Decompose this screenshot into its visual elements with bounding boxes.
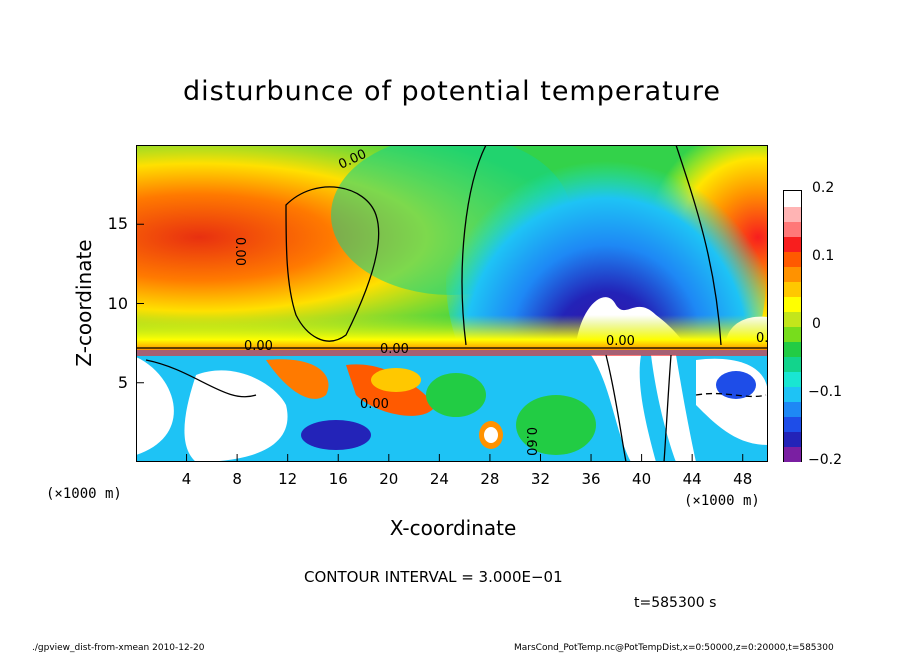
colorbar-segment <box>784 281 801 297</box>
colorbar-segment <box>784 341 801 357</box>
x-tick-label: 44 <box>682 470 702 488</box>
colorbar-segment <box>784 236 801 252</box>
x-tick-label: 48 <box>733 470 753 488</box>
y-tick-label: 15 <box>107 214 128 234</box>
colorbar-segment <box>784 371 801 387</box>
time-label: t=585300 s <box>634 595 717 611</box>
x-tick-label: 40 <box>632 470 652 488</box>
colorbar-segment <box>784 296 801 312</box>
x-tick-label: 36 <box>581 470 601 488</box>
x-tick-label: 24 <box>429 470 449 488</box>
colorbar-segment <box>784 401 801 417</box>
contour-lines <box>136 145 768 462</box>
y-axis-label: Z-coordinate <box>72 239 96 367</box>
colorbar-segment <box>784 386 801 402</box>
colorbar-segment <box>784 221 801 237</box>
plot-area: 0.000.000.000.000.000.000.000.000.60 <box>136 145 768 462</box>
colorbar-segment <box>784 431 801 447</box>
lower-field <box>136 350 768 462</box>
x-axis-label: X-coordinate <box>389 516 517 540</box>
x-tick-label: 12 <box>278 470 298 488</box>
footer-script-info: ./gpview_dist-from-xmean 2010-12-20 <box>32 643 205 653</box>
colorbar-tick-label: 0 <box>812 316 821 332</box>
colorbar-segment <box>784 326 801 342</box>
colorbar-segment <box>784 251 801 267</box>
contour-interval-text: CONTOUR INTERVAL = 3.000E−01 <box>304 568 563 586</box>
x-tick-label: 8 <box>232 470 242 488</box>
colorbar-segment <box>784 191 801 207</box>
x-tick-label: 4 <box>181 470 192 488</box>
x-tick-label: 20 <box>379 470 399 488</box>
colorbar-segment <box>784 311 801 327</box>
y-tick-label: 10 <box>107 293 128 313</box>
colorbar <box>783 190 802 462</box>
contour-label: 0.00 <box>232 237 247 266</box>
footer-file-info: MarsCond_PotTemp.nc@PotTempDist,x=0:5000… <box>514 643 834 653</box>
colorbar-tick-label: 0.2 <box>812 180 835 196</box>
contour-label: 0.00 <box>606 334 635 349</box>
colorbar-segment <box>784 446 801 462</box>
upper-field <box>136 145 768 450</box>
y-axis-unit: (×1000 m) <box>46 486 122 502</box>
plot-frame-border <box>136 145 768 462</box>
y-tick-label: 5 <box>117 372 128 392</box>
colorbar-segment <box>784 206 801 222</box>
chart-title: disturbunce of potential temperature <box>183 76 721 107</box>
colorbar-tick-label: −0.1 <box>808 384 842 400</box>
colorbar-segment <box>784 356 801 372</box>
contour-label: 0.00 <box>756 331 768 346</box>
colorbar-segment <box>784 416 801 432</box>
x-axis-unit: (×1000 m) <box>684 493 760 509</box>
x-tick-label: 32 <box>530 470 551 488</box>
colorbar-tick-label: −0.2 <box>808 452 842 468</box>
colorbar-tick-label: 0.1 <box>812 248 835 264</box>
contour-label: 0.00 <box>244 339 273 354</box>
colorbar-segment <box>784 266 801 282</box>
x-tick-label: 16 <box>328 470 348 488</box>
contour-label: 0.00 <box>360 397 389 412</box>
tick-marks <box>136 145 768 462</box>
contour-label: 0.00 <box>380 342 409 357</box>
contour-label: 0.60 <box>523 427 538 456</box>
x-tick-label: 28 <box>480 470 500 488</box>
